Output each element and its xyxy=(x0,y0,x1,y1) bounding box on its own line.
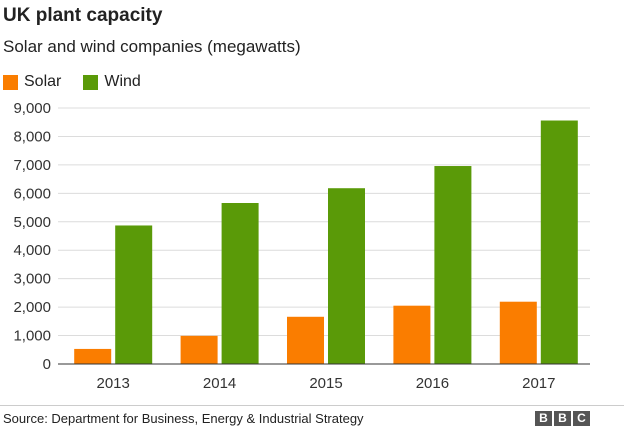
y-tick-label: 1,000 xyxy=(13,328,51,345)
x-tick-label: 2013 xyxy=(97,375,130,392)
y-tick-label: 6,000 xyxy=(13,185,51,202)
legend-label-solar: Solar xyxy=(24,73,62,90)
bbc-logo-letter: C xyxy=(573,411,590,426)
footer-divider xyxy=(0,405,624,406)
bbc-logo-letter: B xyxy=(554,411,571,426)
legend-item-solar: Solar xyxy=(3,73,61,91)
chart-title: UK plant capacity xyxy=(3,5,163,26)
bar-solar-2015 xyxy=(287,316,324,364)
bar-wind-2014 xyxy=(221,203,259,364)
chart-legend: Solar Wind xyxy=(3,72,163,92)
bar-solar-2014 xyxy=(180,335,218,364)
bar-solar-2013 xyxy=(74,348,112,364)
source-note: Source: Department for Business, Energy … xyxy=(3,411,364,426)
x-tick-label: 2016 xyxy=(416,375,449,392)
bar-chart: 0 1,000 2,000 3,000 4,000 5,000 6,000 7,000 8,00… xyxy=(13,100,590,392)
bar-solar-2017 xyxy=(499,301,537,364)
y-tick-label: 8,000 xyxy=(13,128,51,145)
legend-swatch-solar xyxy=(3,74,18,90)
bar-wind-2017 xyxy=(540,120,578,364)
x-tick-label: 2015 xyxy=(309,375,342,392)
bar-solar-2016 xyxy=(393,305,431,364)
chart-subtitle: Solar and wind companies (megawatts) xyxy=(3,37,301,56)
x-tick-label: 2014 xyxy=(203,375,236,392)
bbc-logo-letter: B xyxy=(535,411,552,426)
y-tick-label: 5,000 xyxy=(13,214,51,231)
y-tick-label: 3,000 xyxy=(13,271,51,288)
y-tick-label: 0 xyxy=(43,356,51,373)
y-tick-label: 7,000 xyxy=(13,157,51,174)
bbc-logo: B B C xyxy=(535,411,590,426)
legend-item-wind: Wind xyxy=(83,73,141,91)
legend-swatch-wind xyxy=(83,74,99,90)
y-tick-label: 9,000 xyxy=(13,100,51,117)
bar-wind-2013 xyxy=(115,225,153,364)
y-tick-label: 2,000 xyxy=(13,299,51,316)
bar-wind-2015 xyxy=(328,188,365,364)
legend-label-wind: Wind xyxy=(104,73,141,90)
bar-wind-2016 xyxy=(434,166,472,364)
x-tick-label: 2017 xyxy=(522,375,555,392)
y-tick-label: 4,000 xyxy=(13,242,51,259)
